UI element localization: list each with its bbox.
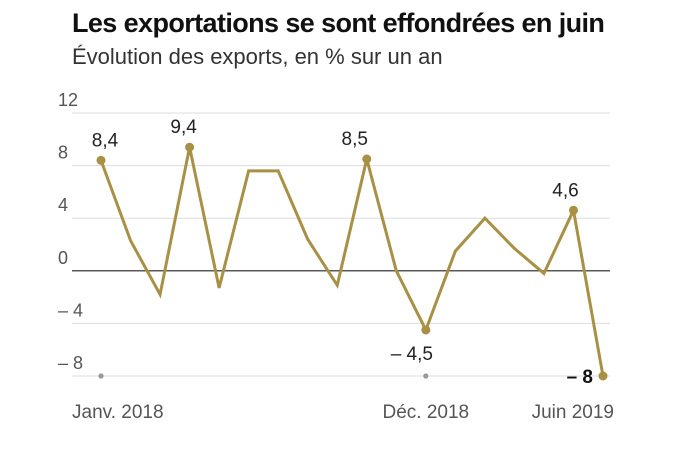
series-line (99, 146, 605, 377)
chart-subtitle: Évolution des exports, en % sur un an (72, 44, 443, 69)
data-point (185, 142, 195, 152)
y-tick-label: – 4 (58, 300, 83, 320)
data-point (598, 371, 608, 381)
x-tick-label: Janv. 2018 (72, 402, 164, 423)
data-label: 8,5 (342, 129, 368, 150)
data-point (362, 154, 372, 164)
data-point (96, 155, 106, 165)
y-tick-label: 12 (58, 90, 78, 110)
data-label: 4,6 (552, 180, 578, 201)
x-tick-label: Déc. 2018 (383, 402, 470, 423)
data-label: 9,4 (170, 117, 197, 138)
data-label: – 8 (567, 367, 593, 388)
y-tick-label: 8 (58, 143, 68, 163)
x-tick-label: Juin 2019 (532, 402, 614, 423)
y-tick-label: 4 (58, 195, 68, 215)
y-tick-label: – 8 (58, 353, 83, 373)
data-label: 8,4 (92, 130, 119, 151)
data-point (421, 325, 431, 335)
y-tick-label: 0 (58, 248, 68, 268)
data-point (568, 205, 578, 215)
x-tick-marker (98, 373, 104, 379)
data-label: – 4,5 (391, 344, 433, 365)
chart-title: Les exportations se sont effondrées en j… (72, 8, 605, 38)
x-tick-marker (423, 373, 429, 379)
